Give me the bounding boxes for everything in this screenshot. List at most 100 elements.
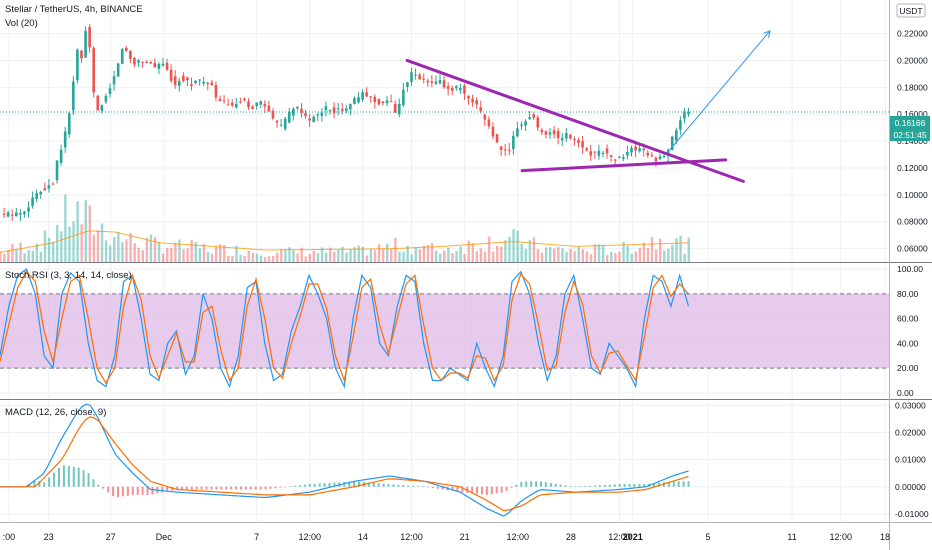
volume-bar xyxy=(198,248,202,262)
price-panel[interactable] xyxy=(0,24,889,222)
current-price-tag: 0.16166 02:51:45 xyxy=(890,116,930,141)
macd-histogram-bar xyxy=(58,467,61,487)
volume-bar xyxy=(516,230,519,262)
candle-body xyxy=(218,98,222,102)
volume-bar xyxy=(496,245,499,262)
candle-body xyxy=(418,74,421,80)
volume-bar xyxy=(255,253,259,262)
volume-bar xyxy=(504,240,507,262)
support-trendline[interactable] xyxy=(520,158,728,173)
volume-panel xyxy=(0,194,690,262)
macd-histogram-bar xyxy=(126,486,129,496)
volume-bar xyxy=(337,249,340,262)
macd-histogram-bar xyxy=(289,486,292,488)
candle-body xyxy=(349,104,352,110)
macd-histogram-bar xyxy=(367,482,370,487)
candle-body xyxy=(516,128,519,137)
candle-body xyxy=(467,95,470,99)
macd-histogram-bar xyxy=(584,486,587,487)
candle-body xyxy=(243,98,246,101)
volume-bar xyxy=(109,245,112,262)
candle-body xyxy=(638,148,641,152)
volume-bar xyxy=(650,237,654,262)
volume-bar xyxy=(349,249,352,262)
volume-bar xyxy=(659,238,662,262)
candle-body xyxy=(116,63,120,77)
candle-body xyxy=(96,95,100,111)
candle-body xyxy=(112,76,116,85)
time-axis[interactable]: :00 23 27 Dec 7 12:00 14 12:00 21 12:00 28 12:00202… xyxy=(3,532,890,542)
macd-histogram-bar xyxy=(397,484,400,487)
macd-histogram-bar xyxy=(441,486,444,490)
macd-histogram-bar xyxy=(318,483,321,487)
candle-body xyxy=(491,126,495,137)
volume-bar xyxy=(239,254,242,262)
volume-bar xyxy=(247,250,250,262)
macd-histogram-bar xyxy=(608,484,611,487)
price-axis-label: 0.06000 xyxy=(897,244,928,254)
volume-bar xyxy=(601,245,605,262)
candle-body xyxy=(687,111,690,115)
volume-bar xyxy=(320,247,324,262)
candle-body xyxy=(206,82,210,85)
volume-bar xyxy=(288,247,291,262)
candle-body xyxy=(471,98,474,103)
volume-bar xyxy=(174,242,177,262)
volume-bar xyxy=(638,247,642,262)
stoch-axis[interactable]: 100.00 80.00 60.00 40.00 20.00 0.00 xyxy=(897,264,923,398)
macd-histogram-bar xyxy=(412,485,415,487)
candle-body xyxy=(438,80,442,84)
volume-bar xyxy=(593,244,597,262)
price-axis-label: 0.16000 xyxy=(897,109,928,119)
volume-bar xyxy=(23,253,26,262)
macd-histogram-bar xyxy=(353,481,356,487)
candle-body xyxy=(340,109,344,112)
volume-bar xyxy=(149,234,153,262)
macd-histogram-bar xyxy=(579,486,582,488)
macd-histogram-bar xyxy=(97,484,100,487)
volume-bar xyxy=(471,243,475,262)
candle-body xyxy=(402,89,405,106)
volume-bar xyxy=(145,237,149,262)
time-axis-label: 2021 xyxy=(623,532,643,542)
macd-histogram-bar xyxy=(161,486,164,493)
candle-body xyxy=(426,80,430,83)
volume-bar xyxy=(80,224,83,262)
macd-histogram-bar xyxy=(525,481,528,487)
volume-bar xyxy=(626,245,629,262)
stoch-axis-label: 100.00 xyxy=(897,264,923,274)
projection-arrow-head xyxy=(763,30,771,38)
candle-body xyxy=(385,100,389,104)
candle-body xyxy=(31,197,34,206)
currency-button[interactable]: USDT xyxy=(896,3,926,18)
candle-body xyxy=(169,69,173,81)
macd-axis[interactable]: 0.03000 0.02000 0.01000 0.00000 -0.01000 xyxy=(895,400,929,518)
macd-histogram-bar xyxy=(230,486,233,490)
candle-body xyxy=(222,100,226,102)
macd-histogram-bar xyxy=(225,486,228,490)
volume-bar xyxy=(373,250,377,262)
macd-histogram-bar xyxy=(672,481,675,487)
stoch-rsi-panel[interactable] xyxy=(0,268,889,389)
candle-body xyxy=(35,193,38,200)
time-axis-label: 5 xyxy=(705,532,710,542)
macd-histogram-bar xyxy=(574,486,577,488)
macd-panel[interactable] xyxy=(0,403,690,517)
volume-bar xyxy=(434,250,438,262)
candle-body xyxy=(654,157,658,162)
volume-bar xyxy=(39,251,43,262)
macd-histogram-bar xyxy=(77,467,80,487)
candle-body xyxy=(251,106,254,109)
macd-histogram-bar xyxy=(471,486,474,494)
macd-histogram-bar xyxy=(107,486,110,493)
candle-body xyxy=(190,84,193,87)
volume-bar xyxy=(100,223,104,262)
volume-bar xyxy=(47,237,51,262)
price-axis[interactable]: 0.22000 0.20000 0.18000 0.16000 0.14000 0.120… xyxy=(897,29,928,254)
projection-arrow[interactable] xyxy=(667,30,771,153)
volume-bar xyxy=(117,231,120,262)
candle-body xyxy=(560,137,564,141)
candle-body xyxy=(569,134,572,139)
